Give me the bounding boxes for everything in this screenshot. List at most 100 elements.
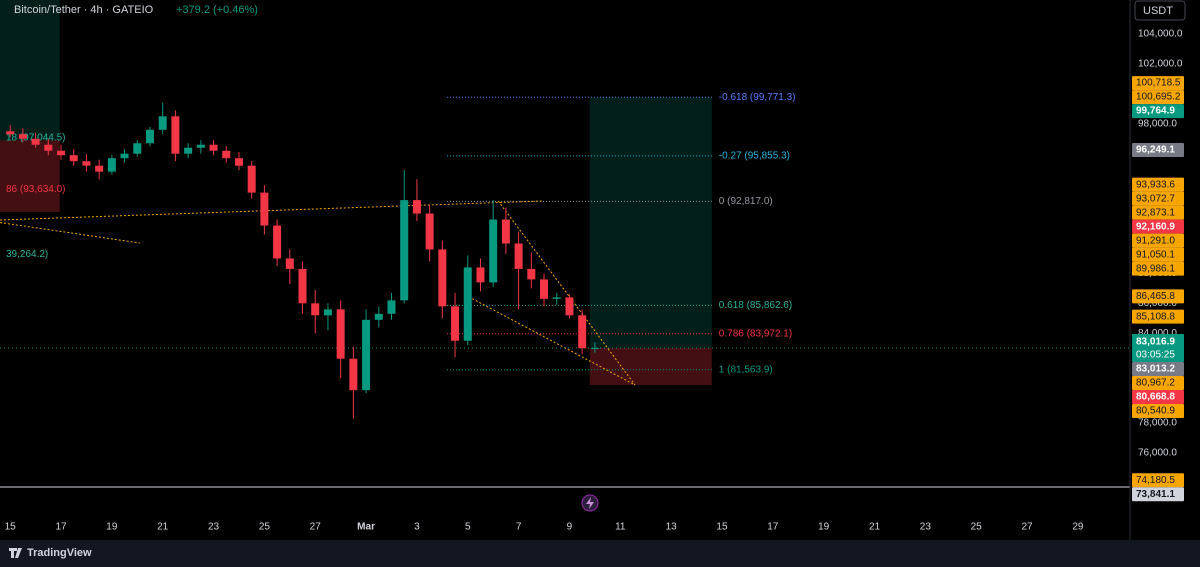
trend-line [0,222,140,244]
candle-body [145,129,154,144]
candle-body [425,213,434,250]
footer-bar [0,540,1200,567]
price-badge-label: 85,108.8 [1136,311,1175,322]
candle-body [463,267,472,341]
x-tick-label: 9 [567,522,573,533]
currency-button[interactable] [1134,0,1186,21]
candle-body [336,309,345,359]
price-badge-label: 74,180.5 [1136,475,1175,486]
candle-body [451,306,460,341]
candle-body [514,243,523,269]
x-tick-label: 29 [1072,522,1084,533]
x-tick-label: 19 [818,522,830,533]
candle-body [209,144,218,151]
price-badge-label: 96,249.1 [1136,145,1175,156]
countdown-label: 03:05:25 [1136,350,1175,361]
price-badge [1132,261,1184,276]
candle-body [260,192,269,226]
x-tick-label: 21 [157,522,169,533]
brand-name: TradingView [27,547,92,559]
price-badge [1132,289,1184,304]
candle-body [489,219,498,283]
fib-label: -0.27 (95,855.3) [719,151,790,162]
x-tick-label: 25 [971,522,983,533]
fib-label: 0 (92,817.0) [719,196,773,207]
price-badge [1132,233,1184,248]
x-tick-label: 23 [920,522,932,533]
x-tick-label: 25 [259,522,271,533]
candle-body [501,219,510,244]
x-tick-label: Mar [357,522,375,533]
price-badge [1132,177,1184,192]
price-badge-label: 99,764.9 [1136,106,1175,117]
y-tick-label: 104,000.0 [1138,29,1183,40]
candle-body [362,319,371,391]
x-tick-label: 3 [414,522,420,533]
profit-zone [0,0,60,141]
candle-body [298,268,307,304]
price-axis: 104,000.0102,000.098,000.088,000.086,000… [1132,29,1184,502]
price-badge-label: 100,695.2 [1136,92,1181,103]
candle-body [18,134,27,139]
x-tick-label: 21 [869,522,881,533]
candle-body [311,303,320,316]
candle-body [590,347,599,349]
fib-label-partial: 86 (93,634.0) [6,184,66,195]
x-tick-label: 15 [5,522,17,533]
lightning-glyph [586,497,594,509]
candle-body [323,309,332,316]
price-badge [1132,389,1184,404]
candle-body [349,358,358,391]
fib-label-partial: 39,264.2) [6,249,48,260]
symbol-title: Bitcoin/Tether · 4h · GATEIO [14,4,154,16]
y-tick-label: 78,000.0 [1138,418,1177,429]
price-badge-label: 89,986.1 [1136,263,1175,274]
candle-body [120,153,129,159]
price-badge [1132,487,1184,502]
price-badge [1132,247,1184,262]
price-badge-label: 73,841.1 [1136,489,1175,500]
price-change: +379.2 (+0.46%) [176,4,258,16]
price-badge [1132,375,1184,390]
y-tick-label: 98,000.0 [1138,118,1177,129]
price-badge-label: 80,540.9 [1136,406,1175,417]
price-badge-label: 92,873.1 [1136,207,1175,218]
price-badge [1132,403,1184,418]
price-badge [1132,333,1184,362]
candle-body [565,297,574,316]
price-badge [1132,205,1184,220]
candle-body [374,313,383,320]
x-tick-label: 17 [767,522,779,533]
price-badge-label: 93,933.6 [1136,179,1175,190]
currency-label[interactable]: USDT [1143,5,1173,17]
plot-area: -0.618 (99,771.3) -0.27 (95,855.3) 0 (92,8… [0,0,1130,419]
y-tick-label: 76,000.0 [1138,448,1177,459]
candle-body [438,249,447,307]
price-badge [1132,219,1184,234]
price-badge-label: 83,016.9 [1136,337,1175,348]
price-badge [1132,76,1184,91]
price-badge-label: 100,718.5 [1136,78,1181,89]
fib-label: 0.618 (85,862.6) [719,300,792,311]
x-tick-label: 27 [1021,522,1033,533]
y-tick-label: 86,000.0 [1138,298,1177,309]
loss-zone [0,140,60,213]
candle-body [184,147,193,154]
candle-body [158,116,167,130]
price-badge-label: 92,160.9 [1136,221,1175,232]
candle-body [552,297,561,299]
loss-zone [589,347,712,386]
candle-body [44,144,53,151]
price-badge [1132,90,1184,105]
candle-body [107,158,116,172]
x-tick-label: 5 [465,522,471,533]
brand-logo [9,548,22,558]
price-badge-label: 93,072.7 [1136,193,1175,204]
price-badge-label: 80,967.2 [1136,378,1175,389]
x-tick-label: 23 [208,522,220,533]
candle-body [222,150,231,159]
x-tick-label: 11 [615,522,626,533]
candle-body [69,155,78,162]
